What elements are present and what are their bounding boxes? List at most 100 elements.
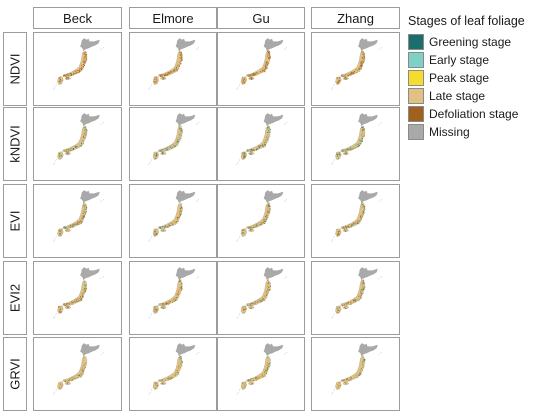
stage-pixel-peak: [243, 233, 245, 234]
stage-pixel-early: [345, 148, 347, 150]
stage-pixel-late: [268, 136, 269, 137]
small-island: [178, 50, 180, 51]
stage-pixel-defoliation: [181, 58, 182, 60]
stage-pixel-late: [345, 228, 346, 230]
stage-pixel-late: [171, 377, 172, 379]
stage-pixel-late: [164, 302, 166, 304]
stage-pixel-early: [243, 156, 244, 158]
stage-pixel-late: [82, 141, 83, 142]
stage-pixel-defoliation: [347, 302, 349, 303]
stage-pixel-late: [266, 61, 268, 63]
stage-pixel-defoliation: [268, 208, 270, 209]
stage-pixel-defoliation: [65, 381, 66, 383]
stage-pixel-late: [162, 77, 164, 79]
stage-pixel-defoliation: [156, 309, 158, 311]
stage-pixel-early: [83, 214, 84, 216]
stage-pixel-late: [85, 138, 87, 139]
stage-pixel-late: [85, 209, 87, 211]
stage-pixel-defoliation: [180, 128, 182, 130]
stage-pixel-late: [60, 155, 62, 157]
stage-pixel-late: [70, 301, 72, 303]
stage-pixel-early: [170, 222, 172, 224]
stage-pixel-late: [83, 51, 85, 53]
stage-pixel-defoliation: [154, 230, 155, 232]
stage-pixel-early: [180, 281, 182, 283]
stage-pixel-greening: [75, 147, 77, 148]
stage-pixel-defoliation: [361, 61, 363, 63]
stage-pixel-late: [263, 298, 265, 300]
stage-pixel-early: [81, 371, 83, 372]
stage-pixel-late: [83, 125, 85, 127]
stage-pixel-late: [81, 145, 83, 147]
stage-pixel-early: [73, 224, 75, 226]
stage-pixel-early: [180, 365, 182, 366]
stage-pixel-late: [180, 205, 182, 207]
stage-pixel-defoliation: [266, 68, 268, 70]
stage-pixel-late: [75, 73, 77, 75]
stage-pixel-late: [177, 66, 179, 67]
stage-pixel-early: [264, 218, 266, 220]
stage-pixel-defoliation: [84, 288, 85, 289]
stage-pixel-greening: [75, 146, 77, 148]
stage-pixel-early: [268, 209, 270, 211]
small-island: [197, 353, 199, 354]
stage-pixel-early: [265, 213, 267, 215]
stage-pixel-late: [65, 151, 66, 153]
stage-pixel-defoliation: [74, 73, 75, 74]
stage-pixel-defoliation: [83, 136, 85, 138]
stage-pixel-defoliation: [68, 378, 70, 380]
stage-pixel-early: [154, 157, 155, 159]
stage-pixel-defoliation: [338, 80, 339, 82]
stage-pixel-late: [85, 281, 87, 283]
stage-pixel-early: [154, 312, 156, 314]
stage-pixel-defoliation: [160, 380, 162, 381]
stage-pixel-defoliation: [243, 233, 245, 235]
stage-pixel-defoliation: [181, 128, 183, 129]
stage-pixel-late: [266, 62, 268, 63]
stage-pixel-late: [76, 376, 78, 378]
stage-pixel-defoliation: [264, 141, 265, 143]
stage-pixel-peak: [261, 70, 262, 72]
stage-pixel-late: [338, 232, 340, 234]
stage-pixel-early: [165, 301, 167, 303]
stage-pixel-greening: [179, 214, 181, 216]
stage-pixel-defoliation: [264, 223, 266, 224]
stage-pixel-late: [165, 227, 166, 229]
stage-pixel-late: [179, 129, 181, 131]
stage-pixel-late: [250, 227, 252, 229]
stage-pixel-defoliation: [253, 73, 255, 75]
stage-pixel-defoliation: [242, 79, 244, 81]
stage-pixel-late: [160, 74, 161, 76]
stage-pixel-late: [348, 302, 350, 304]
stage-pixel-late: [180, 365, 182, 367]
stage-pixel-early: [253, 225, 255, 227]
stage-pixel-defoliation: [361, 290, 363, 291]
stage-pixel-early: [265, 220, 267, 222]
stage-pixel-late: [166, 224, 168, 226]
stage-pixel-greening: [83, 216, 85, 218]
stage-pixel-late: [362, 210, 364, 212]
stage-pixels: [241, 125, 271, 159]
stage-pixel-late: [162, 229, 164, 231]
stage-pixel-early: [178, 203, 180, 205]
stage-pixel-late: [178, 211, 180, 213]
stage-pixel-late: [154, 311, 156, 312]
stage-pixel-early: [262, 221, 264, 223]
stage-pixel-defoliation: [268, 58, 270, 59]
stage-pixel-early: [267, 129, 269, 130]
stage-pixel-late: [59, 155, 61, 156]
small-island: [236, 318, 237, 319]
column-header-zhang: Zhang: [311, 7, 400, 29]
stage-pixel-early: [164, 380, 166, 381]
stage-pixel-late: [60, 80, 62, 81]
stage-pixel-greening: [165, 225, 166, 227]
stage-pixel-defoliation: [243, 80, 244, 81]
stage-pixel-late: [162, 152, 163, 154]
stage-pixel-defoliation: [350, 72, 352, 74]
stage-pixel-peak: [265, 138, 267, 140]
stage-pixel-early: [357, 222, 359, 224]
stage-pixel-late: [363, 207, 364, 209]
stage-pixel-defoliation: [267, 217, 269, 219]
stage-pixel-defoliation: [79, 220, 81, 221]
stage-pixel-late: [79, 68, 81, 70]
